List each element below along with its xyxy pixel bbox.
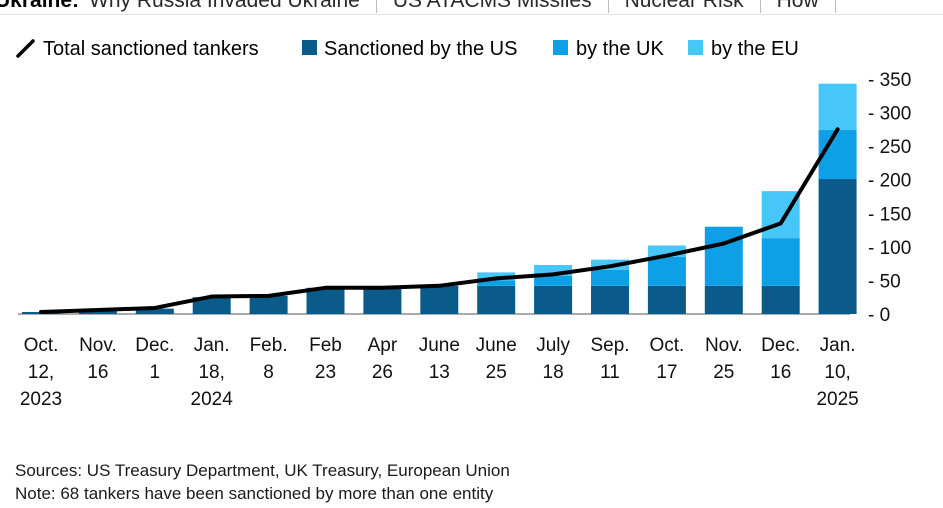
bar-uk-8 xyxy=(477,280,516,286)
bar-eu-9 xyxy=(534,264,573,276)
nav-section-label[interactable]: Ukraine: xyxy=(0,0,80,12)
x-tick-label-12-1: 25 xyxy=(713,362,734,383)
total-line-layer xyxy=(39,127,840,314)
y-tick-label-0: - 0 xyxy=(868,305,890,326)
bar-us-12 xyxy=(704,285,743,314)
x-tick-label-9-1: 18 xyxy=(543,362,564,383)
sources-note: Sources: US Treasury Department, UK Trea… xyxy=(15,461,510,480)
bar-uk-11 xyxy=(647,256,686,286)
bar-us-9 xyxy=(534,285,573,314)
x-tick-label-11-0: Oct. xyxy=(649,335,684,356)
x-tick-label-3-0: Jan. xyxy=(194,335,230,356)
x-tick-label-3-1: 18, xyxy=(198,362,224,383)
legend-uk-label: by the UK xyxy=(576,38,664,60)
x-tick-label-1-1: 16 xyxy=(87,362,108,383)
x-tick-label-1-0: Nov. xyxy=(79,335,117,356)
y-tick-label-350: - 350 xyxy=(868,70,911,91)
bar-us-3 xyxy=(192,297,231,314)
nav-link-nuclear-risk[interactable]: Nuclear Risk xyxy=(609,0,761,13)
y-tick-label-300: - 300 xyxy=(868,104,911,125)
x-tick-label-13-0: Dec. xyxy=(761,335,800,356)
total-sanctioned-line xyxy=(39,127,840,314)
x-tick-label-0-2: 2023 xyxy=(20,389,62,410)
bar-eu-8 xyxy=(477,272,516,281)
legend-eu-label: by the EU xyxy=(711,38,799,60)
x-tick-label-8-0: June xyxy=(476,335,517,356)
x-tick-label-4-1: 8 xyxy=(263,362,274,383)
x-tick-label-14-2: 2025 xyxy=(816,389,858,410)
top-navigation: Ukraine: Why Russia Invaded Ukraine US A… xyxy=(0,0,943,15)
y-tick-label-50: - 50 xyxy=(868,271,901,292)
legend-uk-swatch xyxy=(553,40,568,55)
y-tick-label-250: - 250 xyxy=(868,137,911,158)
legend-us-label: Sanctioned by the US xyxy=(324,38,517,60)
x-tick-label-0-0: Oct. xyxy=(24,335,59,356)
bar-eu-14 xyxy=(818,83,857,131)
x-tick-label-6-1: 26 xyxy=(372,362,393,383)
bar-us-10 xyxy=(591,285,629,314)
bar-eu-11 xyxy=(647,245,686,257)
x-tick-label-2-1: 1 xyxy=(150,362,161,383)
x-tick-label-13-1: 16 xyxy=(770,362,791,383)
x-tick-label-12-0: Nov. xyxy=(705,335,743,356)
x-tick-label-9-0: July xyxy=(536,335,570,356)
x-tick-label-14-0: Jan. xyxy=(820,335,856,356)
x-tick-label-4-0: Feb. xyxy=(250,335,288,356)
bar-us-7 xyxy=(420,285,459,314)
bar-us-4 xyxy=(249,295,288,314)
bar-uk-13 xyxy=(761,238,800,286)
x-tick-label-8-1: 25 xyxy=(486,362,507,383)
x-tick-label-6-0: Apr xyxy=(368,335,398,356)
bar-us-13 xyxy=(761,285,800,314)
overlap-note: Note: 68 tankers have been sanctioned by… xyxy=(15,484,494,503)
x-tick-label-10-1: 11 xyxy=(600,362,620,383)
bar-us-14 xyxy=(818,179,857,314)
legend-total-label: Total sanctioned tankers xyxy=(43,38,259,60)
x-axis: Oct. 12, 2023 Nov. 16 Dec. 1 Jan. 18, 2024 Feb. 8 Fe… xyxy=(20,335,859,410)
x-tick-label-10-0: Sep. xyxy=(590,335,629,356)
bar-layer xyxy=(22,83,857,314)
x-tick-label-0-1: 12, xyxy=(28,362,54,383)
bar-us-8 xyxy=(477,285,516,314)
y-tick-label-100: - 100 xyxy=(868,238,911,259)
bar-us-6 xyxy=(363,287,402,314)
nav-link-why-russia-invaded[interactable]: Why Russia Invaded Ukraine xyxy=(89,0,360,12)
x-tick-label-3-2: 2024 xyxy=(191,389,234,410)
y-tick-label-150: - 150 xyxy=(868,204,911,225)
nav-link-how[interactable]: How xyxy=(761,0,836,13)
bar-us-11 xyxy=(647,285,686,314)
x-tick-label-2-0: Dec. xyxy=(135,335,174,356)
x-tick-label-5-1: 23 xyxy=(315,362,336,383)
bar-uk-9 xyxy=(534,275,573,286)
chart-legend: Total sanctioned tankers Sanctioned by t… xyxy=(16,38,799,60)
bar-us-1 xyxy=(78,309,117,314)
chart-footnotes: Sources: US Treasury Department, UK Trea… xyxy=(15,459,510,505)
bar-uk-10 xyxy=(591,269,629,286)
x-tick-label-5-0: Feb xyxy=(309,335,342,356)
legend-us-swatch xyxy=(302,40,317,55)
y-axis: - 0 - 50 - 100 - 150 - 200 - 250 - 300 - 350 xyxy=(868,70,911,326)
bar-uk-12 xyxy=(704,226,743,286)
bar-uk-14 xyxy=(818,130,857,180)
bar-us-2 xyxy=(135,308,174,314)
x-tick-label-11-1: 17 xyxy=(656,362,677,383)
bar-us-5 xyxy=(306,287,345,314)
nav-link-atacms[interactable]: US ATACMS Missiles xyxy=(375,0,609,13)
x-tick-label-7-1: 13 xyxy=(429,362,450,383)
legend-eu-swatch xyxy=(688,40,703,55)
y-tick-label-200: - 200 xyxy=(868,171,911,192)
x-tick-label-14-1: 10, xyxy=(824,362,850,383)
legend-total-line-icon xyxy=(16,39,35,58)
x-tick-label-7-0: June xyxy=(419,335,460,356)
